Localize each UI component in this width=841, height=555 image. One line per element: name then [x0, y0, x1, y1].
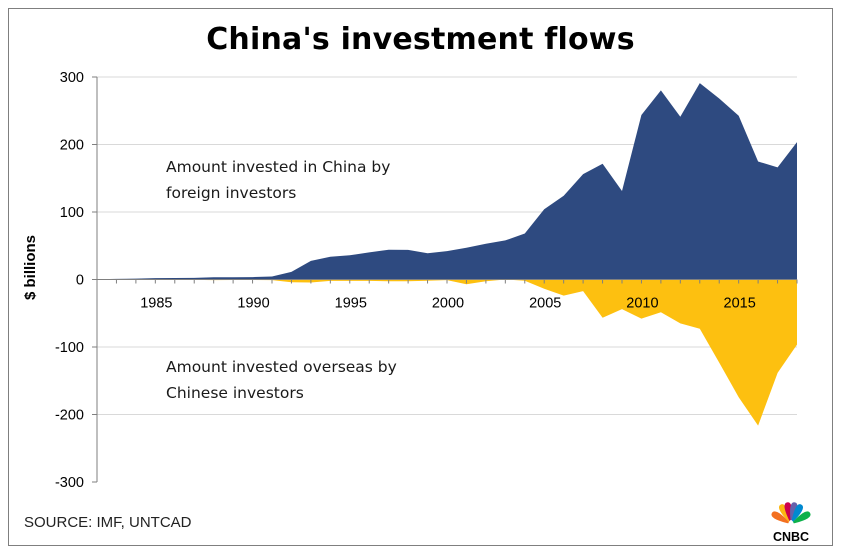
x-tick-label: 2015: [724, 296, 756, 312]
x-tick-label: 2005: [529, 296, 561, 312]
nbc-peacock-icon: [771, 502, 811, 524]
axes: [92, 76, 798, 483]
outflow-annotation: Chinese investors: [166, 384, 304, 402]
x-tick-label: 2000: [432, 296, 464, 312]
outflow-annotation: Amount invested overseas by: [166, 358, 397, 376]
inflow-annotation: Amount invested in China by: [166, 158, 390, 176]
x-tick-label: 1990: [237, 296, 269, 312]
area-series: [97, 83, 797, 426]
y-tick-labels: 300 200 100 0 -100 -200 -300: [55, 70, 84, 491]
peacock-body: [788, 520, 794, 524]
inflow-area: [97, 83, 797, 280]
peacock-feather: [778, 504, 791, 524]
y-tick-label: 200: [60, 138, 84, 154]
outflow-area: [97, 279, 797, 426]
y-tick-label: 300: [60, 70, 84, 86]
peacock-feather: [771, 511, 791, 524]
peacock-feather: [791, 504, 804, 524]
inflow-annotation: foreign investors: [166, 184, 296, 202]
y-tick-label: -200: [55, 408, 84, 424]
logo-text: CNBC: [773, 530, 809, 544]
y-tick-label: -300: [55, 475, 84, 491]
chart-title: China's investment flows: [206, 22, 635, 57]
x-tick-label: 1995: [335, 296, 367, 312]
x-tick-labels: 1985 1990 1995 2000 2005 2010 2015: [140, 296, 756, 312]
y-tick-label: 100: [60, 205, 84, 221]
source-note: SOURCE: IMF, UNTCAD: [24, 514, 192, 531]
peacock-feather: [791, 511, 811, 524]
annotations: Amount invested in China by foreign inves…: [166, 158, 397, 402]
y-tick-label: 0: [76, 273, 84, 289]
x-tick-label: 2010: [626, 296, 658, 312]
cnbc-logo: CNBC: [771, 502, 811, 544]
peacock-feather: [784, 502, 792, 524]
y-tick-label: -100: [55, 340, 84, 356]
x-tick-label: 1985: [140, 296, 172, 312]
